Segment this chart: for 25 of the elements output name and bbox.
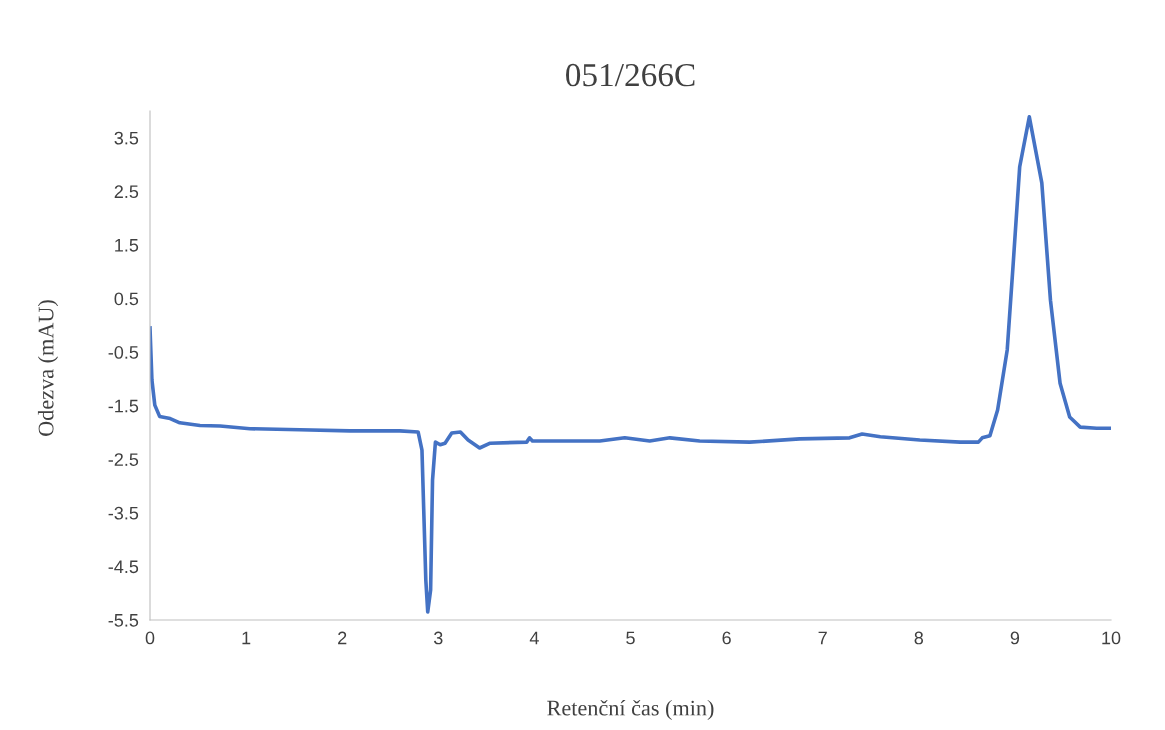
x-tick-label: 3	[433, 631, 443, 645]
x-tick-label: 0	[145, 631, 155, 645]
y-tick-label: -5.5	[108, 614, 139, 627]
y-tick-label: 0.5	[114, 292, 139, 306]
y-tick-label: -4.5	[108, 560, 139, 574]
y-tick-label: -3.5	[108, 506, 139, 520]
y-tick-label: -1.5	[108, 399, 139, 413]
chart-title: 051/266C	[566, 63, 695, 87]
x-tick-label: 7	[818, 631, 827, 645]
y-tick-label: 3.5	[114, 131, 139, 145]
line-series	[150, 115, 1111, 614]
x-tick-label: 1	[242, 631, 251, 645]
x-tick-label: 6	[722, 631, 731, 645]
x-tick-label: 5	[626, 631, 635, 645]
y-tick-label: -2.5	[108, 453, 139, 466]
y-tick-label: -0.5	[108, 346, 139, 359]
x-tick-label: 10	[1102, 631, 1121, 645]
y-tick-label: 2.5	[114, 185, 139, 199]
x-axis-title: Retenční čas (min)	[547, 699, 714, 721]
x-tick-label: 9	[1010, 631, 1020, 645]
y-axis-title: Odezva (mAU)	[37, 300, 59, 436]
y-tick-label: 1.5	[115, 239, 139, 252]
x-tick-label: 2	[338, 631, 347, 645]
x-tick-label: 4	[529, 631, 539, 645]
x-tick-label: 8	[914, 631, 924, 645]
